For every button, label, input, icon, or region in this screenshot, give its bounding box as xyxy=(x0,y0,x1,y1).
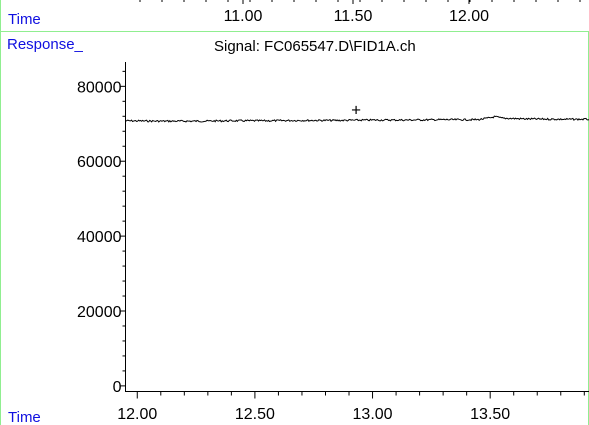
plot-area: + xyxy=(125,101,589,123)
bottom-time-label: Time xyxy=(8,409,41,425)
x-axis: 12.00 12.50 13.00 13.50 xyxy=(117,391,585,423)
top-time-axis: 11.00 11.50 12.00 xyxy=(139,0,581,25)
signal-trace xyxy=(125,115,589,123)
y-tick-label: 40000 xyxy=(77,229,122,246)
y-axis: 0 20000 40000 60000 80000 xyxy=(77,70,126,396)
cursor-marker: + xyxy=(351,101,361,120)
y-tick-label: 80000 xyxy=(77,79,122,96)
top-time-label: Time xyxy=(8,11,41,28)
top-tick-label: 11.50 xyxy=(334,8,373,25)
y-tick-label: 0 xyxy=(113,379,122,396)
x-tick-label: 13.00 xyxy=(353,406,393,423)
top-tick-label: 12.00 xyxy=(449,8,489,25)
x-tick-label: 13.50 xyxy=(470,406,510,423)
y-tick-label: 60000 xyxy=(77,154,122,171)
signal-title: Signal: FC065547.D\FID1A.ch xyxy=(214,38,416,55)
x-tick-label: 12.50 xyxy=(235,406,275,423)
y-tick-label: 20000 xyxy=(77,304,122,321)
response-label: Response_ xyxy=(7,36,84,53)
x-tick-label: 12.00 xyxy=(117,406,157,423)
top-tick-label: 11.00 xyxy=(224,8,263,25)
